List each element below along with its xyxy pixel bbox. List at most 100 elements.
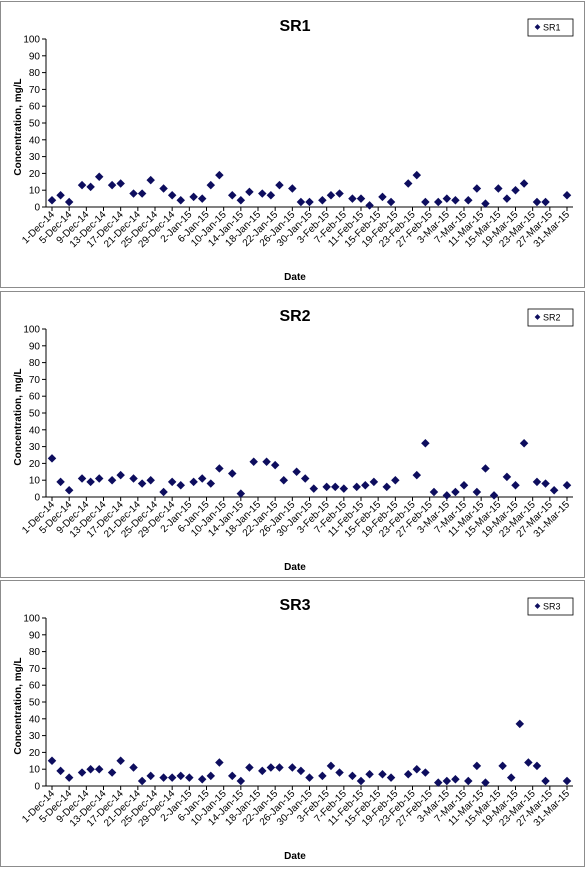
data-point xyxy=(228,469,237,478)
data-point xyxy=(47,454,57,463)
data-point xyxy=(215,758,224,767)
y-tick-label: 70 xyxy=(29,85,41,96)
data-point xyxy=(47,756,57,766)
data-point xyxy=(421,438,430,448)
data-point xyxy=(356,776,366,786)
data-point xyxy=(378,192,387,202)
data-point xyxy=(56,477,65,487)
y-axis-label: Concentration, mg/L xyxy=(13,368,24,465)
data-point xyxy=(421,197,430,207)
data-point xyxy=(64,486,74,495)
data-point xyxy=(532,761,542,771)
data-point xyxy=(94,172,104,182)
data-point xyxy=(137,479,147,488)
y-tick-label: 10 xyxy=(29,186,41,197)
data-point xyxy=(322,482,331,492)
y-tick-label: 70 xyxy=(29,375,41,386)
data-point xyxy=(262,457,271,466)
data-point xyxy=(258,189,267,198)
data-point xyxy=(511,480,520,490)
legend-marker xyxy=(534,314,541,320)
y-tick-label: 80 xyxy=(29,68,41,79)
data-point xyxy=(129,189,138,198)
data-point xyxy=(245,187,254,197)
data-point xyxy=(369,477,379,487)
data-point xyxy=(506,773,516,782)
legend-box xyxy=(527,18,574,37)
data-point xyxy=(206,180,216,190)
data-point xyxy=(185,773,194,782)
data-point xyxy=(365,769,374,779)
data-point xyxy=(116,756,125,766)
chart-panel-sr1: SR1 Concentration, mg/L Date SR1 0 10 20 30… xyxy=(0,1,585,288)
y-tick-label: 20 xyxy=(29,748,41,759)
data-point xyxy=(159,773,168,782)
x-axis-label: Date xyxy=(284,272,306,283)
data-point xyxy=(64,197,74,207)
data-point xyxy=(391,475,400,485)
data-point xyxy=(296,197,306,207)
data-point xyxy=(215,464,224,473)
chart-svg-sr3: SR3 Concentration, mg/L Date SR3 0 10 20 30… xyxy=(13,597,574,862)
data-point xyxy=(442,776,452,786)
y-tick-label: 30 xyxy=(29,152,41,163)
data-point xyxy=(519,438,529,448)
data-point xyxy=(288,184,297,193)
legend-label: SR3 xyxy=(543,602,561,612)
data-point xyxy=(412,470,422,480)
data-point xyxy=(245,763,254,772)
data-point xyxy=(515,719,525,729)
data-point xyxy=(292,467,301,477)
x-axis-label: Date xyxy=(284,562,306,573)
data-point xyxy=(472,761,482,771)
chart-svg-sr2: SR2 Concentration, mg/L Date SR2 0 10 20 30… xyxy=(13,308,574,573)
data-point xyxy=(378,769,387,779)
data-point xyxy=(266,763,276,772)
data-point xyxy=(464,776,473,786)
data-point xyxy=(489,491,499,500)
chart-title: SR1 xyxy=(279,18,310,35)
data-point xyxy=(236,196,246,205)
y-tick-label: 90 xyxy=(29,51,41,62)
legend-marker xyxy=(534,24,541,30)
data-point xyxy=(524,758,533,767)
y-tick-label: 50 xyxy=(29,119,41,130)
data-point xyxy=(137,189,147,198)
data-point xyxy=(189,192,198,202)
data-point xyxy=(494,184,503,193)
data-point xyxy=(176,771,185,781)
data-point xyxy=(498,761,507,771)
legend: SR3 xyxy=(527,597,574,616)
chart-panel-sr3: SR3 Concentration, mg/L Date SR3 0 10 20 30… xyxy=(0,580,585,867)
data-point xyxy=(451,196,460,205)
data-point xyxy=(348,194,357,203)
data-point xyxy=(167,477,177,487)
data-point xyxy=(365,201,374,210)
data-point xyxy=(228,190,237,200)
data-point xyxy=(541,197,550,207)
data-point xyxy=(481,199,490,208)
y-tick-label: 100 xyxy=(23,614,40,625)
data-point xyxy=(451,487,460,497)
data-point xyxy=(228,771,237,781)
y-tick-label: 70 xyxy=(29,664,41,675)
data-point xyxy=(197,474,207,483)
data-point xyxy=(176,196,185,205)
data-point xyxy=(116,470,125,480)
data-point xyxy=(386,773,396,782)
data-point xyxy=(300,474,310,483)
legend-marker xyxy=(534,603,541,609)
data-point xyxy=(159,487,168,497)
data-point xyxy=(137,776,147,786)
data-point xyxy=(472,184,482,193)
data-point xyxy=(64,773,74,782)
data-point xyxy=(459,480,469,490)
data-point xyxy=(77,180,87,190)
data-point xyxy=(129,763,138,772)
legend-box xyxy=(527,597,574,616)
y-tick-label: 10 xyxy=(29,476,41,487)
data-point xyxy=(305,773,314,782)
data-point xyxy=(331,482,340,492)
data-point xyxy=(442,491,452,500)
data-point xyxy=(270,460,280,470)
